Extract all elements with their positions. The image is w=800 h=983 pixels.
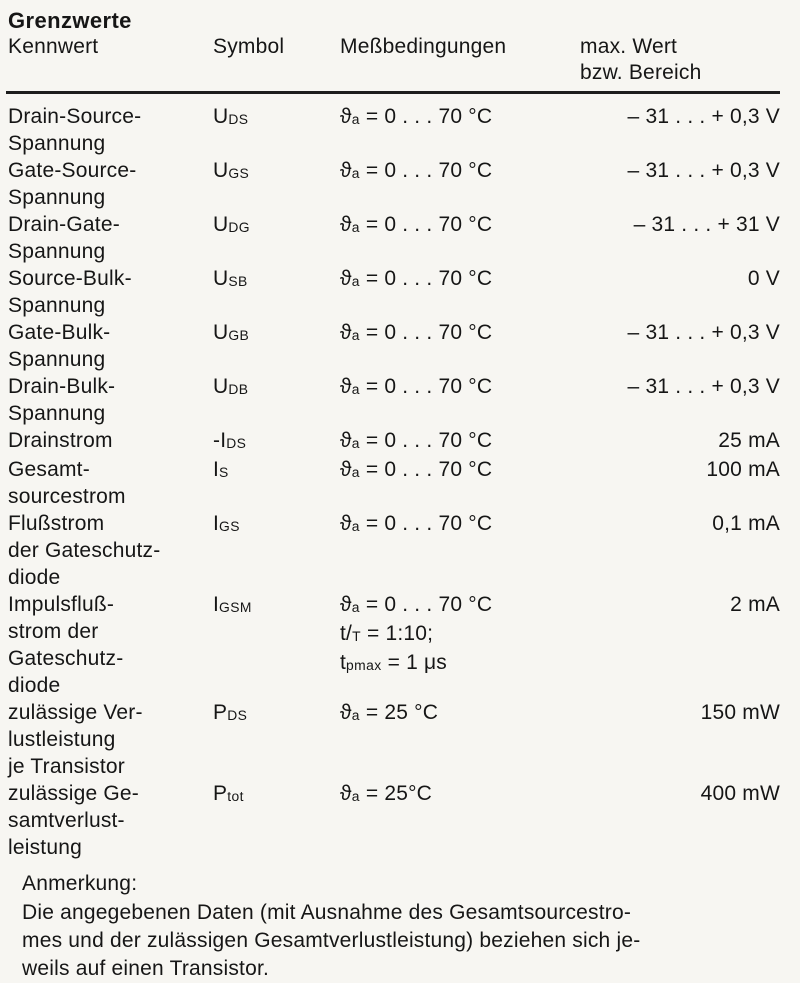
table-header: Kennwert Symbol Meßbedingungen max. Wert… bbox=[8, 34, 780, 86]
column-header-messbedingungen: Meßbedingungen bbox=[340, 35, 507, 58]
row-label: Impulsfluß- strom der Gateschutz- diode bbox=[8, 593, 124, 697]
column-header-max-wert: max. Wert bzw. Bereich bbox=[580, 35, 702, 84]
row-symbol: USB bbox=[213, 267, 248, 290]
row-symbol: UDB bbox=[213, 375, 249, 398]
table-row: Drain-Bulk- Spannung UDB ϑa = 0 . . . 70… bbox=[8, 373, 780, 427]
row-label: Drainstrom bbox=[8, 429, 113, 452]
row-value: 0 V bbox=[747, 267, 780, 290]
column-header-symbol: Symbol bbox=[213, 35, 285, 58]
row-value: – 31 . . . + 0,3 V bbox=[627, 159, 780, 182]
row-label: zulässige Ver- lustleistung je Transisto… bbox=[8, 701, 143, 778]
page-title: Grenzwerte bbox=[8, 8, 132, 33]
table-row: Gate-Bulk- Spannung UGB ϑa = 0 . . . 70 … bbox=[8, 319, 780, 373]
row-symbol: Ptot bbox=[213, 782, 244, 805]
row-symbol: IGS bbox=[213, 512, 240, 535]
row-symbol: IS bbox=[213, 458, 229, 481]
table-row: zulässige Ge- samtverlust- leistung Ptot… bbox=[8, 780, 780, 861]
row-symbol: UDS bbox=[213, 105, 249, 128]
row-value: – 31 . . . + 31 V bbox=[633, 213, 780, 236]
row-value: 0,1 mA bbox=[712, 512, 780, 535]
row-label: zulässige Ge- samtverlust- leistung bbox=[8, 782, 139, 859]
table-row: Drainstrom -IDS ϑa = 0 . . . 70 °C 25 mA bbox=[8, 427, 780, 456]
row-value: 400 mW bbox=[700, 782, 780, 805]
row-label: Gate-Bulk- Spannung bbox=[8, 321, 111, 371]
table-row: Drain-Source- Spannung UDS ϑa = 0 . . . … bbox=[8, 103, 780, 157]
row-symbol: UGB bbox=[213, 321, 250, 344]
row-label: Drain-Gate- Spannung bbox=[8, 213, 120, 263]
row-value: 100 mA bbox=[706, 458, 780, 481]
row-value: – 31 . . . + 0,3 V bbox=[627, 321, 780, 344]
row-label: Flußstrom der Gateschutz- diode bbox=[8, 512, 161, 589]
row-conditions: ϑa = 0 . . . 70 °C bbox=[340, 321, 493, 344]
note-section: Anmerkung: Die angegebenen Daten (mit Au… bbox=[22, 870, 780, 983]
row-value: 25 mA bbox=[718, 429, 780, 452]
table-row: Impulsfluß- strom der Gateschutz- diode … bbox=[8, 591, 780, 699]
row-conditions: ϑa = 0 . . . 70 °C bbox=[340, 375, 493, 398]
row-symbol: UGS bbox=[213, 159, 250, 182]
row-value: – 31 . . . + 0,3 V bbox=[627, 105, 780, 128]
note-text: Die angegebenen Daten (mit Ausnahme des … bbox=[22, 901, 641, 980]
column-header-kennwert: Kennwert bbox=[8, 35, 99, 58]
row-symbol: -IDS bbox=[213, 429, 247, 452]
row-label: Drain-Source- Spannung bbox=[8, 105, 142, 155]
row-conditions: ϑa = 0 . . . 70 °C bbox=[340, 512, 493, 535]
table-row: Flußstrom der Gateschutz- diode IGS ϑa =… bbox=[8, 510, 780, 591]
row-conditions: ϑa = 0 . . . 70 °C bbox=[340, 429, 493, 452]
row-conditions: ϑa = 25°C bbox=[340, 782, 433, 805]
table-row: Gate-Source- Spannung UGS ϑa = 0 . . . 7… bbox=[8, 157, 780, 211]
row-symbol: IGSM bbox=[213, 593, 252, 616]
table-row: Source-Bulk- Spannung USB ϑa = 0 . . . 7… bbox=[8, 265, 780, 319]
row-symbol: PDS bbox=[213, 701, 248, 724]
row-label: Drain-Bulk- Spannung bbox=[8, 375, 116, 425]
table-row: zulässige Ver- lustleistung je Transisto… bbox=[8, 699, 780, 780]
table-row: Gesamt- sourcestrom IS ϑa = 0 . . . 70 °… bbox=[8, 456, 780, 510]
row-conditions: ϑa = 0 . . . 70 °C bbox=[340, 213, 493, 236]
row-value: 150 mW bbox=[700, 701, 780, 724]
note-title: Anmerkung: bbox=[22, 872, 138, 895]
table-row: Drain-Gate- Spannung UDG ϑa = 0 . . . 70… bbox=[8, 211, 780, 265]
row-label: Source-Bulk- Spannung bbox=[8, 267, 132, 317]
row-conditions: ϑa = 0 . . . 70 °C bbox=[340, 267, 493, 290]
row-conditions: ϑa = 25 °C bbox=[340, 701, 439, 724]
row-conditions: ϑa = 0 . . . 70 °C bbox=[340, 105, 493, 128]
row-value: – 31 . . . + 0,3 V bbox=[627, 375, 780, 398]
row-conditions: ϑa = 0 . . . 70 °C bbox=[340, 458, 493, 481]
row-conditions: ϑa = 0 . . . 70 °C bbox=[340, 159, 493, 182]
row-label: Gesamt- sourcestrom bbox=[8, 458, 126, 508]
row-value: 2 mA bbox=[730, 593, 780, 616]
row-conditions: ϑa = 0 . . . 70 °C t/T = 1:10; tpmax = 1 μ… bbox=[340, 593, 493, 674]
header-rule bbox=[6, 91, 780, 94]
row-label: Gate-Source- Spannung bbox=[8, 159, 137, 209]
row-symbol: UDG bbox=[213, 213, 250, 236]
